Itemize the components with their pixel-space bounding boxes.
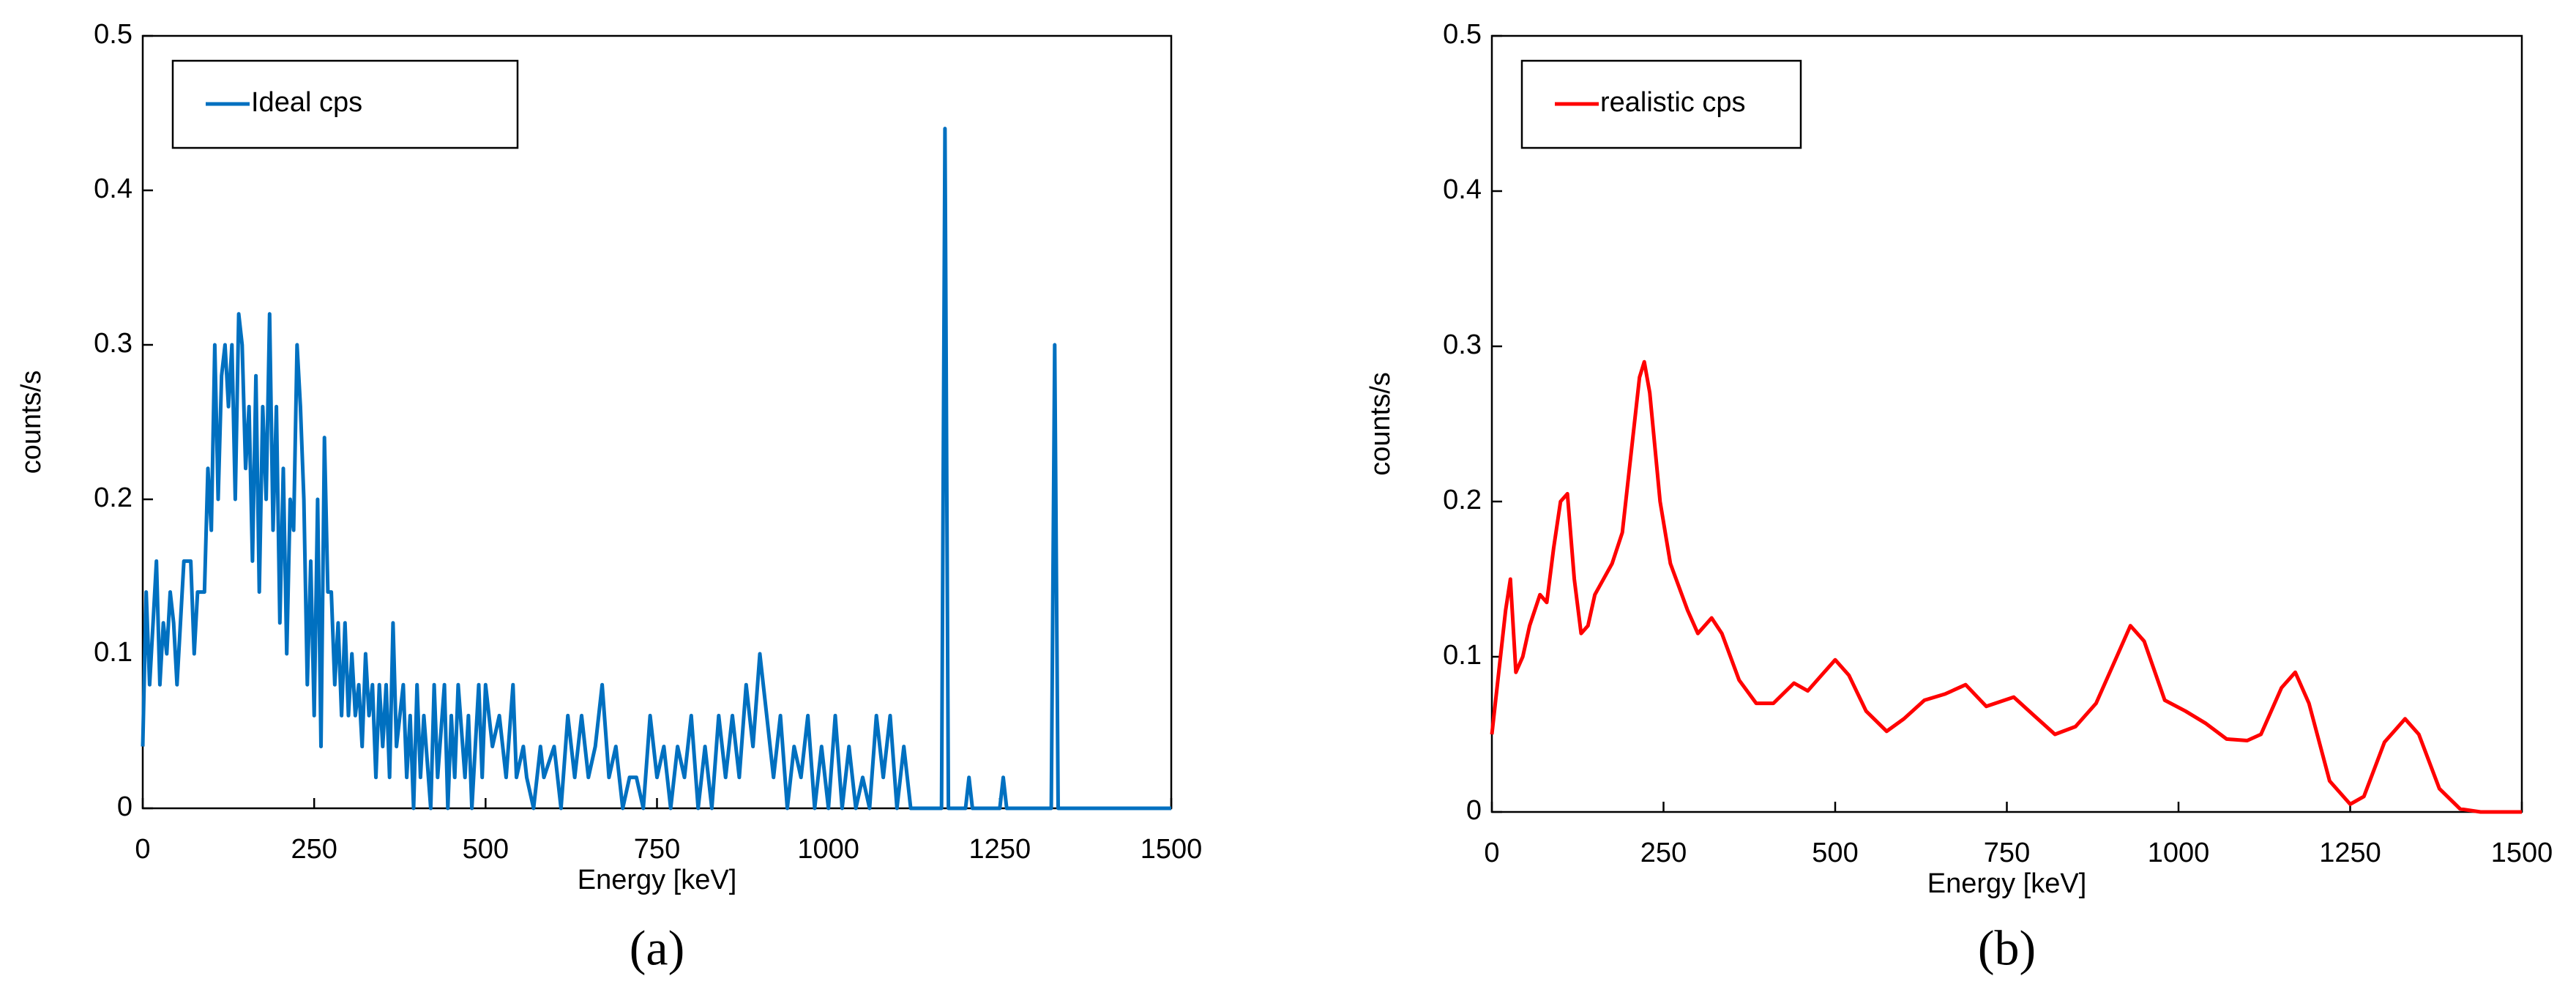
- caption: (a): [630, 920, 684, 976]
- y-tick-label: 0: [1466, 795, 1482, 826]
- legend-label: realistic cps: [1600, 87, 1746, 118]
- x-axis-label: Energy [keV]: [578, 865, 737, 895]
- plot-frame: [1490, 34, 2523, 813]
- x-tick-label: 250: [1640, 838, 1687, 868]
- x-tick-label: 500: [1812, 838, 1858, 868]
- y-tick-label: 0.4: [94, 174, 132, 204]
- y-tick-label: 0.5: [1443, 19, 1482, 50]
- x-tick-label: 0: [1484, 838, 1499, 868]
- x-tick-label: 750: [634, 834, 680, 865]
- caption: (b): [1978, 920, 2036, 976]
- x-tick-label: 1250: [2319, 838, 2381, 868]
- x-tick-label: 500: [463, 834, 509, 865]
- y-tick-label: 0.4: [1443, 174, 1482, 205]
- x-tick-label: 1000: [2148, 838, 2210, 868]
- legend-label: Ideal cps: [251, 87, 362, 118]
- y-tick-label: 0.3: [94, 328, 132, 359]
- x-tick-label: 1250: [969, 834, 1031, 865]
- y-axis-label: counts/s: [16, 370, 47, 474]
- y-axis-label: counts/s: [1365, 372, 1396, 476]
- y-tick-label: 0.1: [1443, 640, 1482, 671]
- y-tick-label: 0.1: [94, 637, 132, 668]
- y-tick-label: 0: [117, 791, 132, 822]
- series-line: [1490, 359, 2522, 814]
- x-tick-label: 250: [291, 834, 337, 865]
- x-tick-label: 750: [1984, 838, 2030, 868]
- x-tick-label: 0: [135, 834, 150, 865]
- x-axis-label: Energy [keV]: [1927, 868, 2087, 899]
- y-tick-label: 0.3: [1443, 329, 1482, 360]
- y-tick-label: 0.5: [94, 19, 132, 50]
- x-tick-label: 1500: [1140, 834, 1203, 865]
- y-tick-label: 0.2: [94, 482, 132, 513]
- y-tick-label: 0.2: [1443, 485, 1482, 515]
- series-line: [141, 127, 1171, 810]
- x-tick-label: 1000: [797, 834, 859, 865]
- x-tick-label: 1500: [2491, 838, 2553, 868]
